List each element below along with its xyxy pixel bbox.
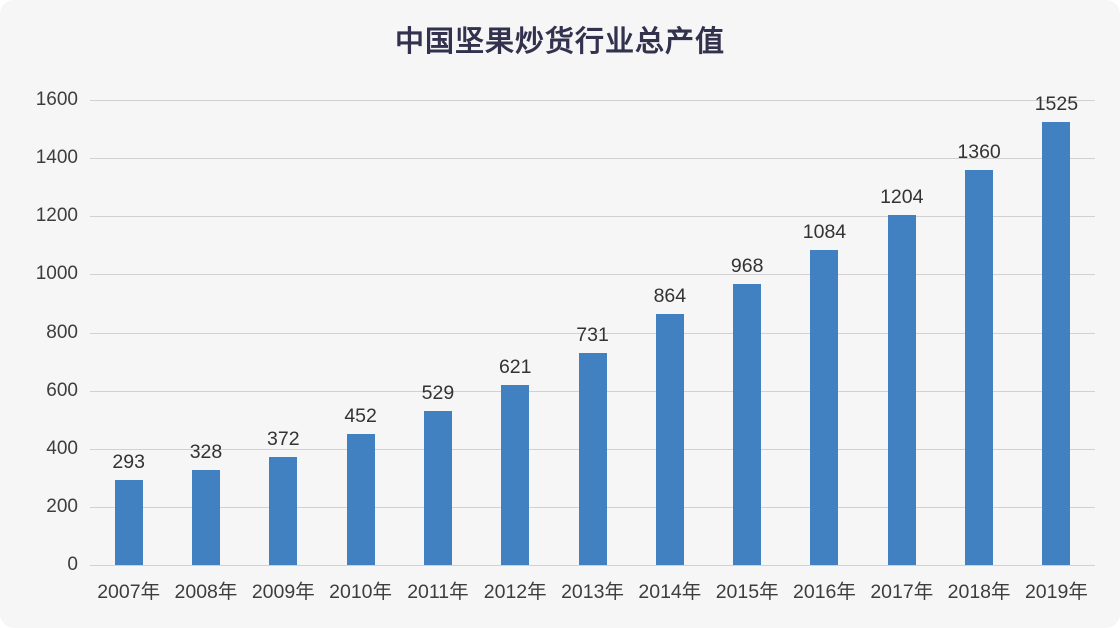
bar-value-label: 372 bbox=[267, 427, 300, 450]
bar-value-label: 1084 bbox=[802, 220, 847, 243]
bar-value-label: 621 bbox=[498, 355, 532, 378]
gridline bbox=[90, 274, 1095, 276]
gridline bbox=[90, 332, 1095, 334]
bar-column: 328 bbox=[167, 100, 244, 565]
bar-column: 1525 bbox=[1018, 93, 1095, 565]
bar-column: 1204 bbox=[863, 100, 940, 565]
bar-column: 968 bbox=[709, 100, 786, 565]
bar-value-label: 328 bbox=[189, 440, 223, 463]
gridline bbox=[90, 216, 1095, 218]
gridline bbox=[90, 158, 1095, 160]
x-tick-label: 2017年 bbox=[870, 581, 934, 603]
bar-column: 452 bbox=[322, 100, 399, 565]
bar bbox=[965, 169, 994, 565]
bar bbox=[269, 456, 298, 565]
bar-column: 293 bbox=[90, 100, 167, 565]
x-tick-label: 2014年 bbox=[638, 581, 702, 603]
bar-column: 621 bbox=[477, 100, 554, 565]
bar-value-label: 1360 bbox=[957, 140, 1001, 163]
gridline bbox=[90, 100, 1095, 101]
bars-container: 293 328 372 452 529 621 731 864 968 1084 1204 1360 1… bbox=[90, 93, 1095, 565]
bar-value-label: 1525 bbox=[1034, 92, 1079, 115]
bar bbox=[887, 215, 916, 565]
bar bbox=[810, 249, 839, 565]
bar-column: 1360 bbox=[940, 100, 1017, 565]
x-tick-label: 2018年 bbox=[947, 581, 1011, 603]
bar bbox=[1042, 121, 1071, 565]
y-tick-label: 1000 bbox=[35, 263, 78, 285]
bar-value-label: 864 bbox=[653, 284, 687, 307]
y-tick-label: 1600 bbox=[35, 89, 78, 110]
x-tick-label: 2015年 bbox=[715, 581, 779, 603]
bar-column: 372 bbox=[245, 100, 322, 565]
bar bbox=[655, 313, 684, 565]
x-tick-label: 2011年 bbox=[407, 581, 469, 603]
bar bbox=[191, 469, 220, 565]
y-tick-label: 1200 bbox=[35, 205, 78, 227]
bar-column: 529 bbox=[399, 100, 476, 565]
x-tick-label: 2013年 bbox=[561, 581, 624, 603]
bar-value-label: 452 bbox=[344, 404, 377, 427]
y-tick-label: 1400 bbox=[35, 147, 78, 169]
y-tick-label: 400 bbox=[46, 437, 78, 459]
bar bbox=[733, 283, 762, 565]
bar bbox=[501, 384, 530, 565]
bar bbox=[114, 479, 143, 565]
x-tick-label: 2019年 bbox=[1024, 581, 1088, 603]
x-tick-label: 2009年 bbox=[251, 581, 315, 603]
bar-column: 731 bbox=[554, 100, 631, 565]
x-tick-label: 2016年 bbox=[793, 581, 856, 603]
bar-value-label: 968 bbox=[730, 254, 764, 277]
x-tick-label: 2010年 bbox=[329, 581, 393, 603]
y-tick-label: 800 bbox=[46, 321, 78, 343]
bar-column: 864 bbox=[631, 100, 708, 565]
bar-value-label: 731 bbox=[576, 323, 609, 346]
x-tick-label: 2008年 bbox=[174, 581, 238, 603]
bar bbox=[423, 411, 452, 565]
bar-value-label: 1204 bbox=[880, 186, 924, 209]
bar-column: 1084 bbox=[786, 100, 863, 565]
bar bbox=[346, 433, 375, 565]
plot-area: 293 328 372 452 529 621 731 864 968 1084 1204 1360 1… bbox=[90, 93, 1095, 566]
bar-value-label: 529 bbox=[421, 382, 455, 405]
x-axis-labels: 2007年 2008年 2009年 2010年 2011年 2012年 2013年 2014年… bbox=[90, 575, 1095, 604]
bar-value-label: 293 bbox=[112, 450, 145, 473]
y-tick-label: 0 bbox=[67, 554, 78, 575]
x-tick-label: 2007年 bbox=[97, 581, 161, 603]
bar bbox=[578, 352, 607, 565]
gridline bbox=[90, 565, 1095, 566]
x-tick-label: 2012年 bbox=[483, 581, 547, 603]
chart-title: 中国坚果炒货行业总产值 bbox=[394, 24, 725, 58]
y-tick-label: 600 bbox=[46, 379, 78, 401]
y-tick-label: 200 bbox=[46, 495, 78, 517]
